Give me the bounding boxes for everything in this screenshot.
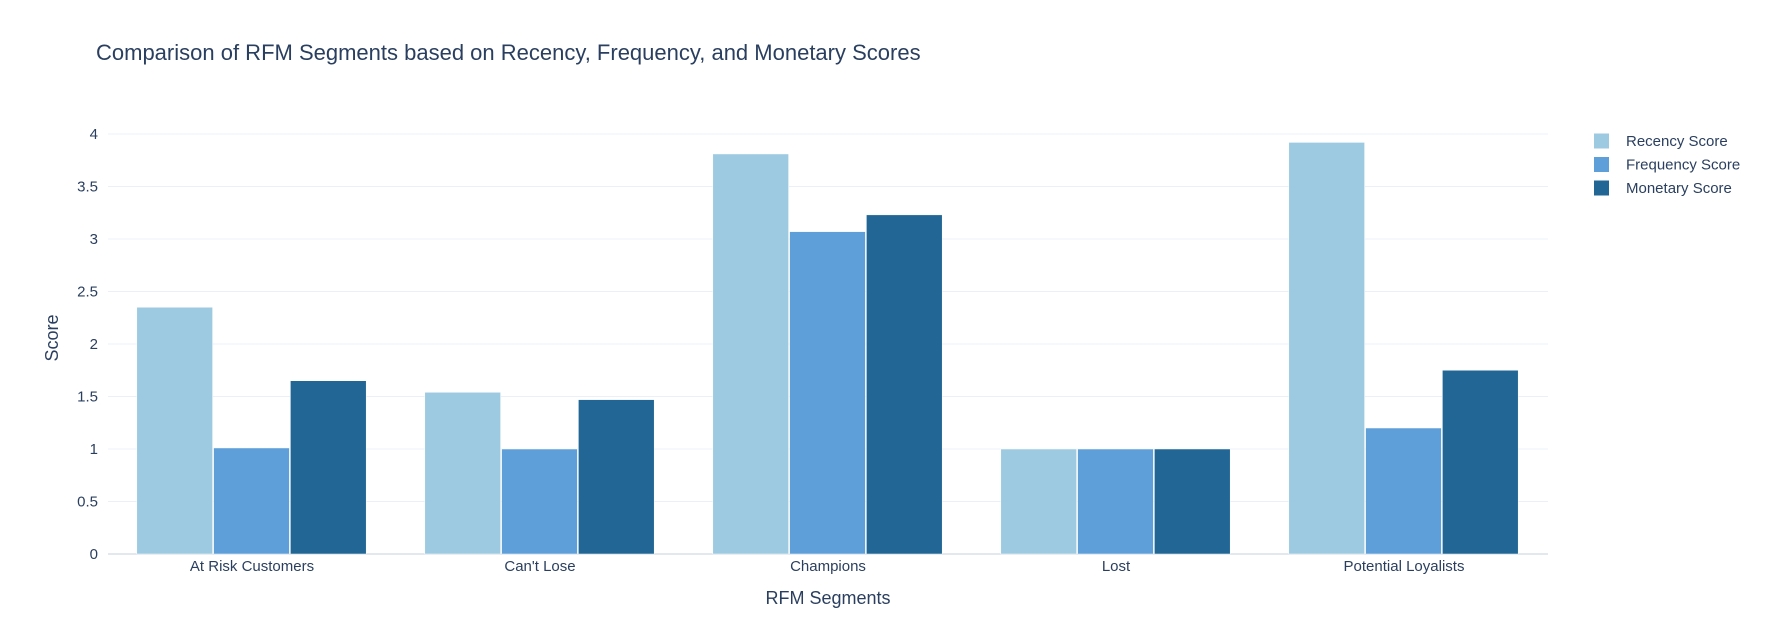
legend-item[interactable]: Recency Score — [1594, 133, 1728, 150]
y-tick-label: 3.5 — [77, 179, 98, 196]
x-tick-label: Lost — [1102, 558, 1131, 575]
y-tick-label: 2.5 — [77, 284, 98, 301]
legend-label: Frequency Score — [1626, 157, 1740, 174]
bar — [866, 214, 943, 555]
chart-title: Comparison of RFM Segments based on Rece… — [96, 40, 921, 65]
y-tick-label: 1 — [90, 441, 98, 458]
bar — [789, 231, 866, 555]
y-tick-labels: 0 0.5 1 1.5 2 2.5 3 3.5 4 — [77, 126, 98, 563]
bar — [1077, 448, 1154, 555]
y-axis-title: Score — [42, 314, 62, 361]
legend-swatch — [1594, 157, 1609, 172]
x-tick-label: At Risk Customers — [190, 558, 314, 575]
x-tick-labels: At Risk Customers Can't Lose Champions Lost… — [190, 558, 1465, 575]
bar — [712, 153, 789, 555]
y-tick-label: 4 — [90, 126, 98, 143]
y-tick-label: 0.5 — [77, 494, 98, 511]
bar — [213, 447, 290, 555]
bar — [501, 448, 578, 555]
bar — [424, 392, 501, 555]
y-tick-label: 3 — [90, 231, 98, 248]
y-tick-label: 0 — [90, 546, 98, 563]
bar — [1365, 427, 1442, 555]
bars — [136, 142, 1519, 555]
y-tick-label: 2 — [90, 336, 98, 353]
bar — [1000, 448, 1077, 555]
bar — [578, 399, 655, 555]
x-axis-title: RFM Segments — [765, 588, 890, 608]
legend-label: Monetary Score — [1626, 180, 1732, 197]
x-tick-label: Potential Loyalists — [1344, 558, 1465, 575]
bar — [290, 380, 367, 555]
x-tick-label: Can't Lose — [504, 558, 575, 575]
legend-swatch — [1594, 180, 1609, 196]
bar — [1154, 448, 1231, 555]
legend-item[interactable]: Frequency Score — [1594, 157, 1740, 174]
legend: Recency Score Frequency Score Monetary Sco… — [1594, 133, 1740, 197]
bar — [1288, 142, 1365, 555]
x-tick-label: Champions — [790, 558, 866, 575]
bar — [136, 307, 213, 555]
y-tick-label: 1.5 — [77, 389, 98, 406]
legend-swatch — [1594, 133, 1609, 149]
bar — [1442, 370, 1519, 555]
legend-item[interactable]: Monetary Score — [1594, 180, 1732, 197]
legend-label: Recency Score — [1626, 133, 1728, 150]
